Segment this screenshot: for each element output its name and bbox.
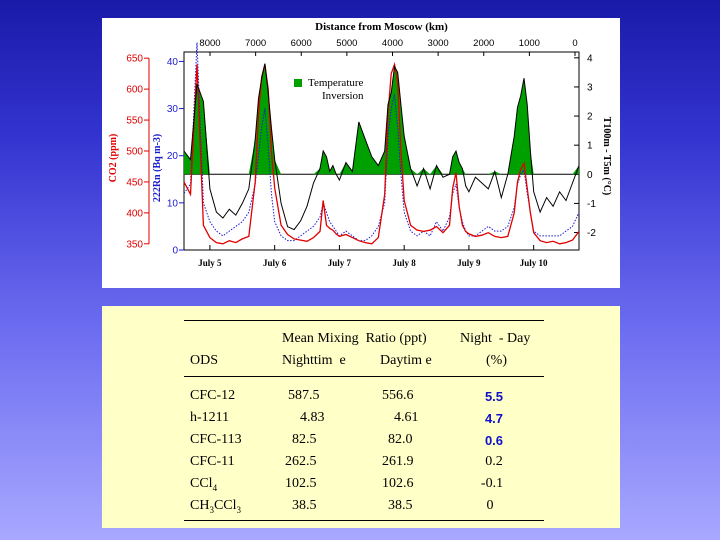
nighttime-value: 4.83 (300, 410, 325, 425)
dt-axis-tick-label: 3 (587, 82, 593, 93)
co2-axis-tick-label: 400 (126, 208, 143, 219)
co2-axis-tick-label: 600 (126, 85, 143, 96)
nighttime-value: 102.5 (285, 476, 317, 491)
daytime-value: 102.6 (382, 476, 414, 491)
header-daytime: Daytim e (380, 353, 432, 368)
top-axis-tick-label: 6000 (291, 38, 312, 49)
ods-name: CFC-12 (190, 388, 236, 403)
legend-label-line1: Temperature (308, 77, 364, 89)
daytime-value: 38.5 (388, 498, 413, 513)
daytime-value: 556.6 (382, 388, 414, 403)
night-day-diff: 0 (486, 498, 494, 513)
dt-axis-tick-label: 1 (587, 141, 593, 152)
night-day-diff: 4.7 (484, 411, 504, 426)
x-axis-tick-label: July 10 (520, 258, 548, 268)
ods-name: CFC-11 (190, 454, 235, 469)
header-ods: ODS (190, 353, 219, 368)
nighttime-value: 587.5 (288, 388, 320, 403)
header-mixing-ratio: Mean Mixing Ratio (ppt) (282, 331, 427, 346)
chart-title: Distance from Moscow (km) (315, 21, 448, 33)
x-axis-tick-label: July 6 (263, 258, 287, 268)
ods-name: CFC-113 (190, 432, 242, 447)
header-percent: (%) (486, 353, 507, 368)
inversion-fill (184, 63, 579, 175)
rn-axis-tick-label: 30 (167, 104, 179, 115)
ods-name: h-1211 (190, 410, 230, 425)
top-axis-tick-label: 7000 (245, 38, 266, 49)
legend-label-line2: Inversion (322, 90, 364, 102)
rn-axis-tick-label: 20 (167, 151, 179, 162)
header-night-day: Night - Day (460, 331, 531, 346)
daytime-value: 82.0 (388, 432, 413, 447)
table-bottom-rule (184, 520, 544, 521)
dt-axis-title: T100m - T5m (°C) (601, 117, 612, 196)
top-axis-tick-label: 8000 (199, 38, 220, 49)
top-axis-tick-label: 5000 (336, 38, 357, 49)
rn-axis-tick-label: 40 (167, 57, 179, 68)
dt-axis-tick-label: -1 (587, 199, 596, 210)
co2-axis-tick-label: 550 (126, 116, 143, 127)
time-series-chart: Distance from Moscow (km)8000 7000 6000 500… (108, 21, 612, 268)
top-axis-tick-label: 3000 (428, 38, 449, 49)
rn-axis-title: 222Rn (Bq m-3) (152, 134, 163, 202)
rn-axis-tick-label: 10 (167, 198, 179, 209)
header-nighttime: Nighttim e (282, 353, 346, 368)
co2-axis-title: CO2 (ppm) (108, 134, 119, 183)
ods-name: CCl4 (190, 476, 218, 493)
nighttime-value: 262.5 (285, 454, 317, 469)
dt-axis-tick-label: 4 (587, 53, 593, 64)
chart-panel: Distance from Moscow (km) 8000 7000 6000 500… (102, 18, 620, 288)
night-day-diff: 0.6 (484, 433, 504, 448)
x-axis-tick-label: July 5 (198, 258, 222, 268)
top-axis-tick-label: 2000 (473, 38, 494, 49)
ods-name: CH3CCl3 (190, 498, 242, 515)
nighttime-value: 38.5 (292, 498, 317, 513)
x-axis-tick-label: July 7 (328, 258, 352, 268)
table-header-rule (184, 376, 544, 377)
x-axis-tick-label: July 9 (457, 258, 481, 268)
ods-table: Mean Mixing Ratio (ppt) Night - Day ODS … (102, 306, 620, 528)
daytime-value: 261.9 (382, 454, 414, 469)
x-axis-tick-label: July 8 (393, 258, 417, 268)
dt-axis-tick-label: 0 (587, 170, 593, 181)
co2-axis-tick-label: 650 (126, 54, 143, 65)
night-day-diff: 0.2 (485, 454, 503, 469)
night-day-diff: 5.5 (484, 389, 504, 404)
legend-swatch (294, 79, 302, 87)
top-axis-tick-label: 1000 (519, 38, 540, 49)
temperature-gradient-series (183, 63, 580, 231)
night-day-diff: -0.1 (480, 476, 504, 491)
co2-series (183, 61, 580, 245)
dt-axis-tick-label: -2 (587, 228, 596, 239)
top-axis-tick-label: 0 (572, 38, 577, 49)
dt-axis-tick-label: 2 (587, 112, 593, 123)
co2-axis-tick-label: 350 (126, 239, 143, 250)
table-top-rule (184, 320, 544, 321)
rn-axis-tick-label: 0 (172, 246, 178, 257)
co2-axis-tick-label: 450 (126, 177, 143, 188)
top-axis-tick-label: 4000 (382, 38, 403, 49)
co2-axis-tick-label: 500 (126, 147, 143, 158)
nighttime-value: 82.5 (292, 432, 317, 447)
daytime-value: 4.61 (394, 410, 419, 425)
